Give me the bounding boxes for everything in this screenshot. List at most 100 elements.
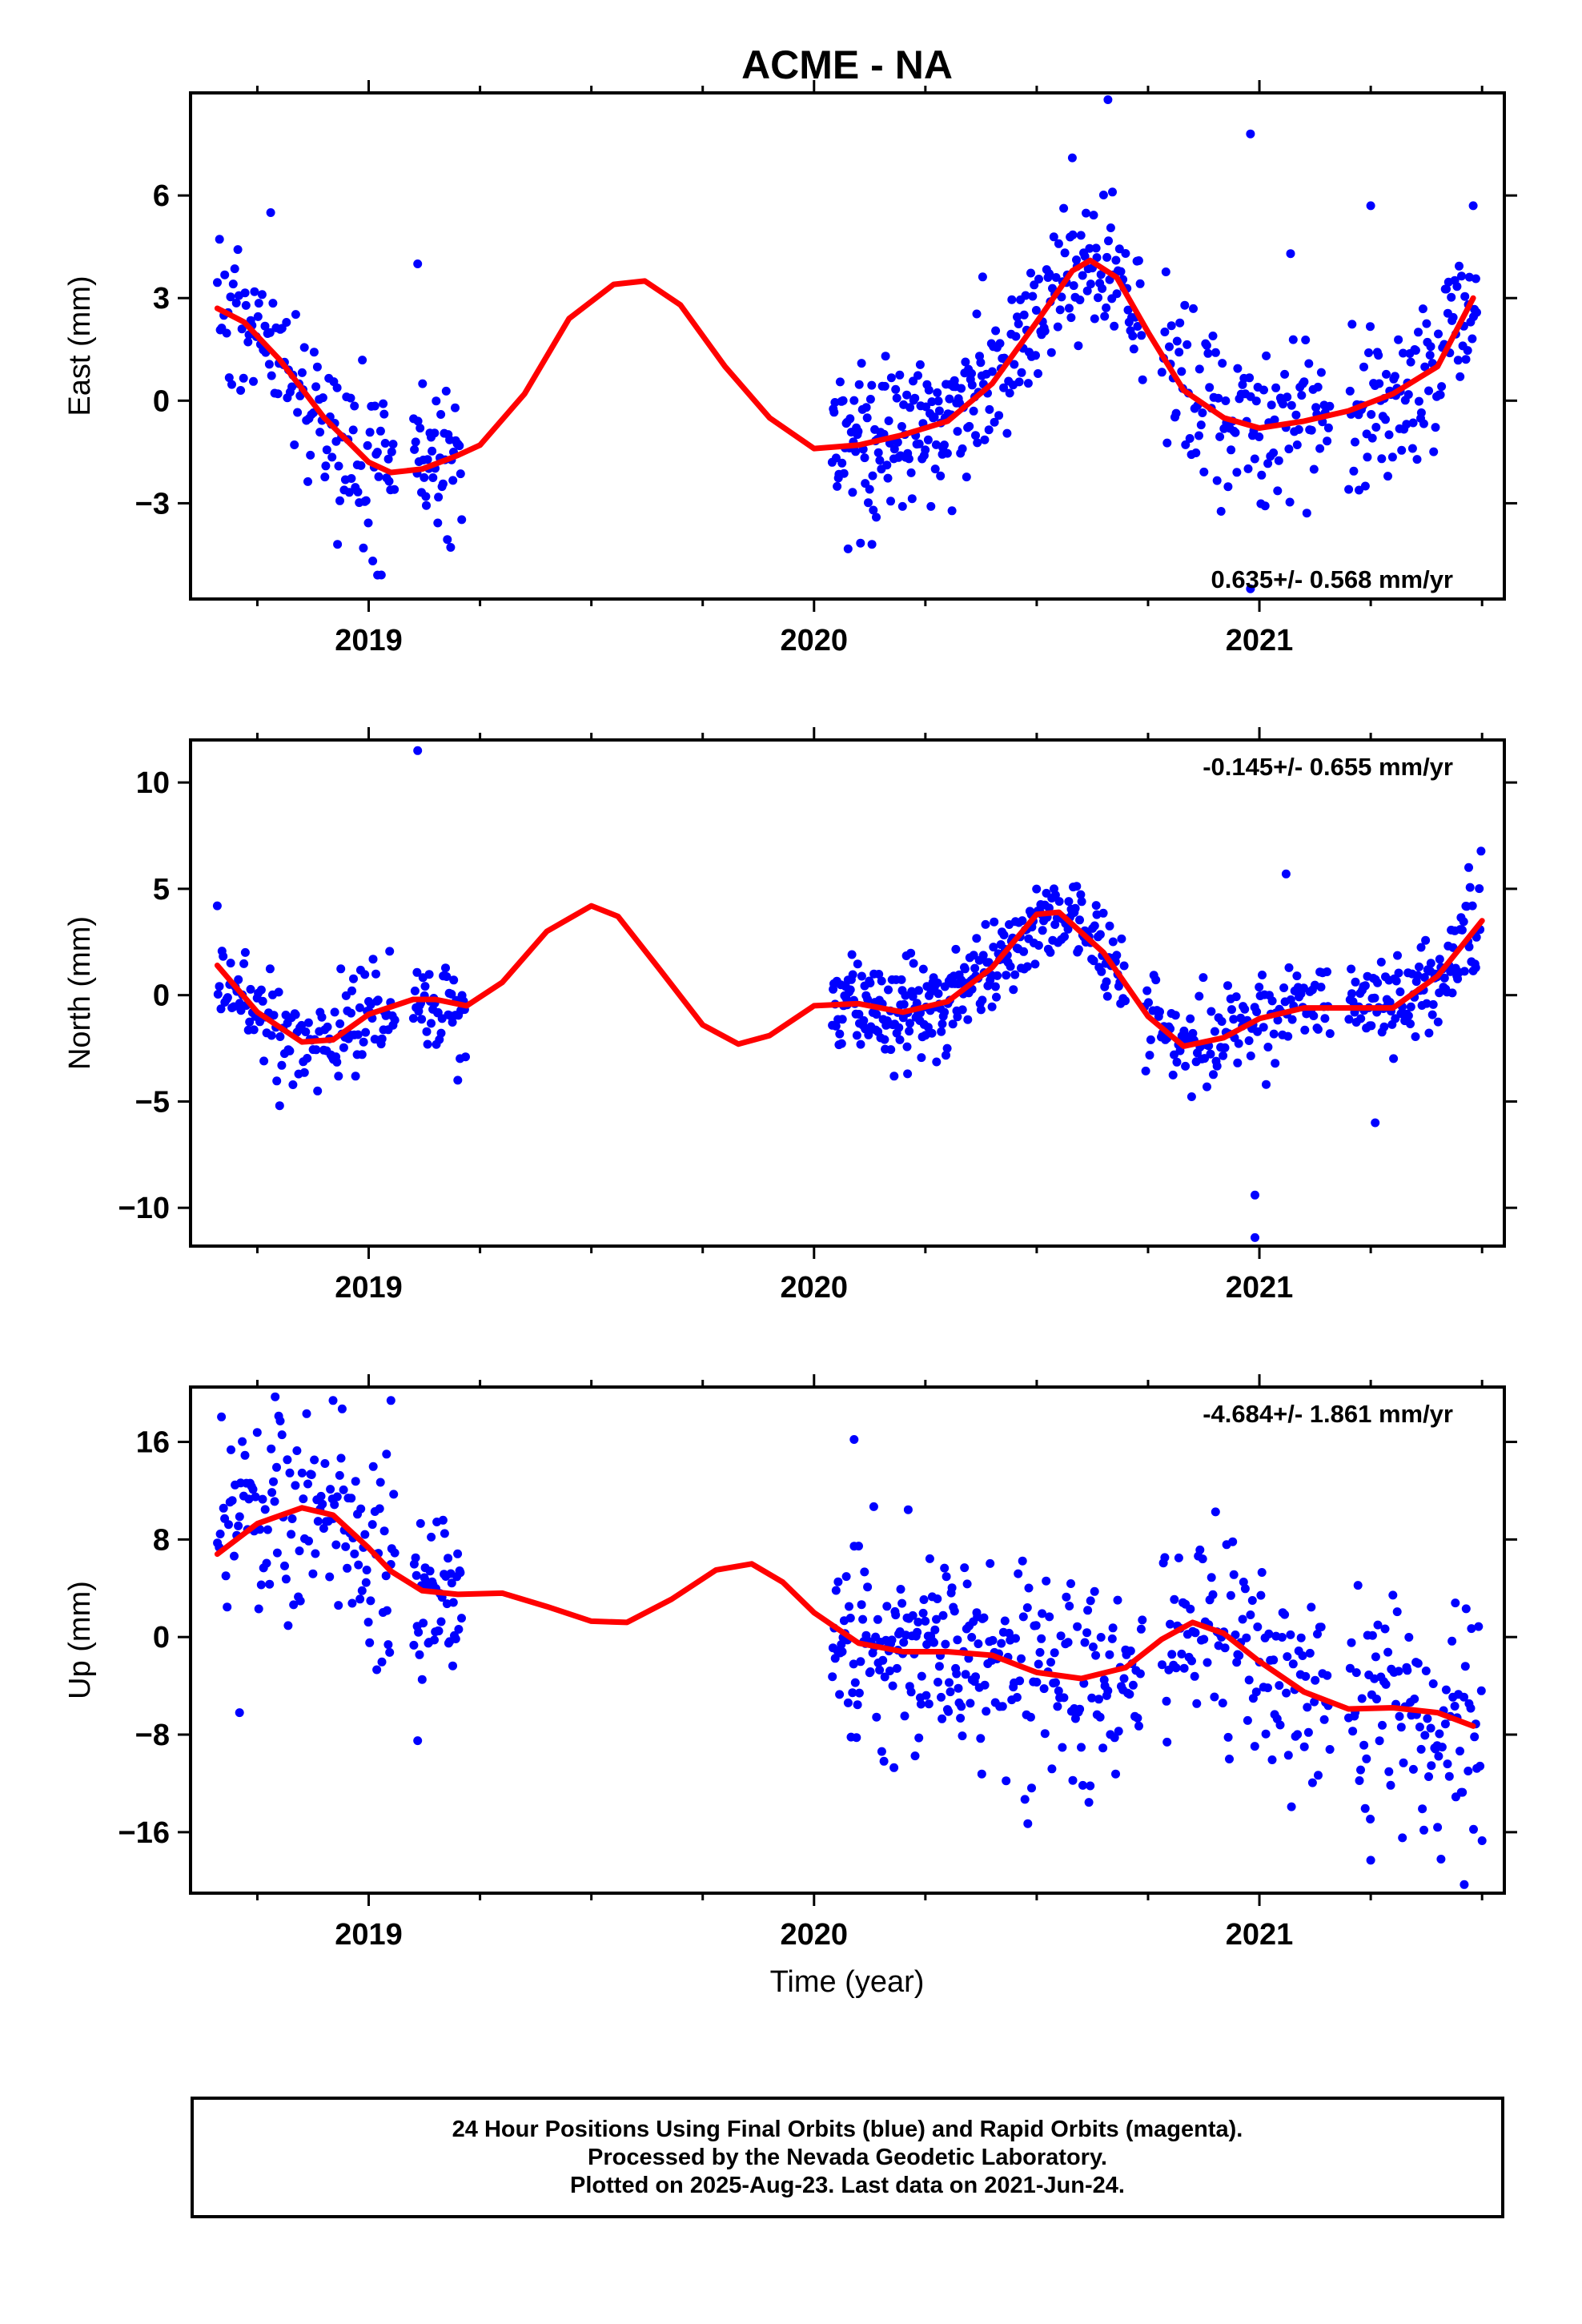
data-point (1074, 341, 1083, 351)
data-point (228, 279, 238, 289)
data-point (1476, 1761, 1485, 1771)
data-point (379, 409, 389, 419)
data-point (291, 1010, 300, 1019)
data-point (253, 312, 263, 321)
data-point (272, 1076, 282, 1086)
data-point (415, 1650, 424, 1659)
data-point (1179, 1663, 1189, 1673)
data-point (1065, 1602, 1074, 1610)
data-point (291, 310, 300, 320)
data-point (424, 970, 434, 979)
data-point (1064, 897, 1074, 907)
data-point (297, 368, 307, 377)
data-point (1392, 1607, 1402, 1617)
data-point (240, 1450, 250, 1460)
data-point (942, 448, 952, 458)
fit-curve (214, 257, 1476, 476)
data-point (1191, 448, 1201, 457)
data-point (971, 431, 980, 440)
data-point (1234, 1039, 1243, 1048)
data-point (1242, 1633, 1251, 1642)
data-point (1253, 1622, 1263, 1631)
data-point (987, 1002, 997, 1011)
data-point (1075, 1704, 1085, 1714)
data-point (1175, 318, 1185, 328)
data-point (381, 1571, 391, 1581)
data-point (1390, 372, 1399, 381)
data-point (1096, 270, 1106, 279)
data-point (872, 513, 881, 522)
data-point (1134, 1721, 1143, 1731)
data-point (1299, 377, 1309, 387)
data-point (1325, 1029, 1335, 1039)
data-point (934, 406, 944, 416)
data-point (893, 437, 902, 447)
data-point (969, 406, 978, 416)
data-point (1243, 464, 1253, 473)
data-point (1195, 431, 1203, 440)
data-point (1018, 916, 1027, 926)
data-point (945, 1678, 954, 1687)
data-point (906, 1687, 916, 1697)
data-point (303, 1018, 313, 1027)
data-point (880, 1035, 889, 1044)
data-point (219, 951, 228, 961)
y-tick-label: 0 (153, 1621, 170, 1655)
data-point (945, 394, 954, 404)
data-point (1366, 1815, 1375, 1823)
data-point (978, 272, 987, 282)
data-point (239, 959, 249, 968)
data-point (1250, 1742, 1259, 1751)
data-point (1286, 249, 1295, 259)
data-point (363, 440, 372, 450)
data-point (299, 343, 309, 352)
data-point (1378, 1720, 1387, 1730)
data-point (332, 1492, 342, 1502)
data-point (926, 501, 936, 511)
data-point (927, 1028, 937, 1038)
data-point (1300, 1025, 1310, 1035)
data-point (1240, 1004, 1250, 1014)
data-point (917, 1053, 926, 1063)
data-point (1406, 1019, 1415, 1028)
data-point (830, 398, 840, 407)
data-point (1284, 963, 1294, 972)
data-point (1467, 1624, 1476, 1634)
data-point (1186, 1092, 1196, 1101)
data-point (863, 995, 873, 1004)
data-point (1051, 273, 1061, 282)
data-point (325, 1572, 335, 1582)
data-point (1419, 419, 1428, 428)
data-point (888, 1681, 897, 1691)
data-point (1304, 359, 1314, 368)
data-point (1348, 1727, 1358, 1736)
data-point (1251, 1687, 1261, 1697)
data-point (921, 402, 931, 412)
rate-label: -4.684+/- 1.861 mm/yr (1203, 1400, 1453, 1428)
data-point (932, 1614, 941, 1624)
data-point (947, 506, 957, 516)
data-point (292, 1446, 302, 1455)
data-point (1114, 1727, 1123, 1736)
panel-frame (189, 738, 1506, 1248)
data-point (315, 428, 325, 437)
data-point (1005, 388, 1014, 398)
data-point (420, 982, 430, 991)
data-point (1377, 454, 1387, 464)
data-point (1296, 1633, 1306, 1642)
data-point (335, 496, 344, 505)
data-point (1013, 312, 1022, 322)
data-point (940, 1007, 950, 1017)
data-point (1032, 1678, 1042, 1687)
data-point (902, 390, 912, 400)
data-point (1263, 459, 1273, 468)
data-point (1475, 884, 1484, 894)
data-point (455, 441, 464, 451)
data-point (373, 570, 383, 580)
data-point (341, 1542, 351, 1551)
data-point (443, 535, 452, 545)
data-point (461, 1052, 470, 1062)
data-point (1216, 507, 1226, 516)
data-point (1397, 445, 1407, 455)
data-point (901, 991, 910, 1000)
